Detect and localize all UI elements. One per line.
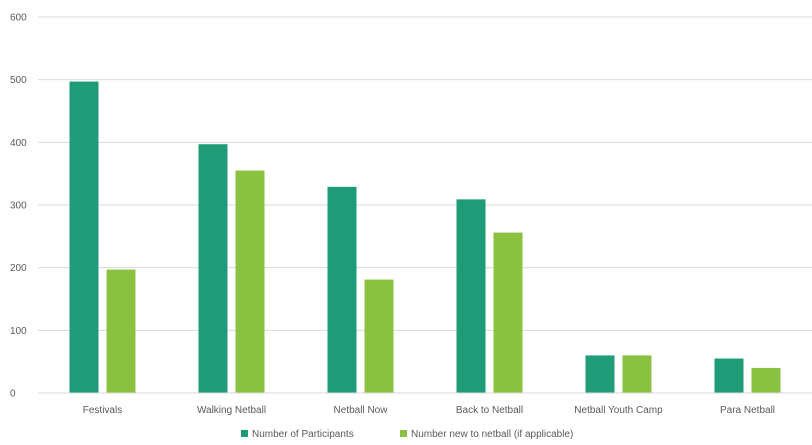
bar-new-to-netball [751,367,781,393]
x-category-label: Netball Youth Camp [574,405,663,416]
y-tick-label: 0 [10,389,16,400]
bar-participants [198,144,228,393]
gridlines [38,16,812,331]
x-axis-category-labels: Festivals Walking Netball Netball Now Back … [83,405,775,416]
legend-swatch [400,430,407,437]
bar-new-to-netball [622,355,652,393]
bar-new-to-netball [106,269,136,393]
legend-swatch [241,430,248,437]
x-category-label: Back to Netball [456,405,523,416]
bar-participants [585,355,615,393]
x-category-label: Netball Now [334,405,389,416]
bar-new-to-netball [364,279,394,393]
bar-participants [714,358,744,393]
y-tick-label: 500 [10,75,27,86]
legend-label: Number of Participants [252,429,354,440]
bar-participants [69,81,99,394]
y-tick-label: 300 [10,201,27,212]
x-category-label: Para Netball [720,405,775,416]
bar-participants [327,186,357,393]
y-tick-label: 200 [10,263,27,274]
x-category-label: Walking Netball [197,405,266,416]
y-tick-label: 100 [10,326,27,337]
bars [69,81,781,394]
y-tick-label: 400 [10,138,27,149]
y-axis-tick-labels: 0 100 200 300 400 500 600 [10,13,27,400]
bar-new-to-netball [493,232,523,393]
bar-new-to-netball [235,170,265,393]
y-tick-label: 600 [10,13,27,24]
bar-participants [456,199,486,393]
legend: Number of Participants Number new to netb… [241,429,573,440]
legend-label: Number new to netball (if applicable) [411,429,573,440]
x-category-label: Festivals [83,405,122,416]
